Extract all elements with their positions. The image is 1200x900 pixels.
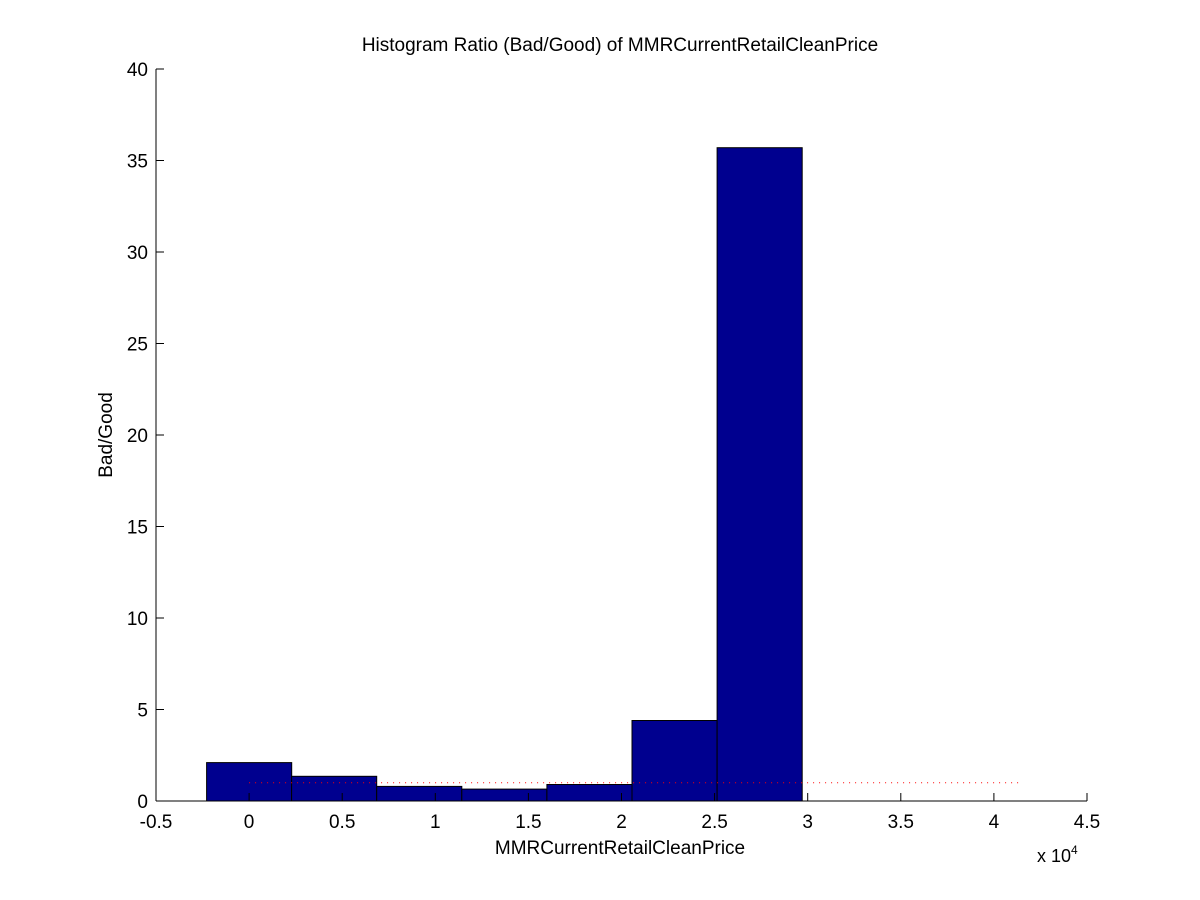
x-tick-label: 0 bbox=[244, 812, 255, 833]
x-ticks: -0.5 0 0.5 1 1.5 2 2.5 3 3.5 4 4.5 bbox=[140, 793, 1100, 833]
y-tick-label: 15 bbox=[127, 518, 148, 539]
y-axis-label: Bad/Good bbox=[96, 392, 117, 478]
x-tick-label: 3.5 bbox=[888, 812, 914, 833]
x-tick-label: 1.5 bbox=[515, 812, 541, 833]
histogram-bar-4 bbox=[461, 788, 548, 802]
y-tick-label: 10 bbox=[127, 609, 148, 630]
x-axis-label: MMRCurrentRetailCleanPrice bbox=[495, 838, 745, 859]
x-tick-label: -0.5 bbox=[140, 812, 173, 833]
histogram-bar-5 bbox=[546, 784, 633, 802]
x-tick-label: 1 bbox=[430, 812, 441, 833]
histogram-bar-7 bbox=[716, 147, 803, 802]
x-tick-label: 0.5 bbox=[329, 812, 355, 833]
x-tick-label: 4 bbox=[989, 812, 1000, 833]
y-tick-label: 35 bbox=[127, 152, 148, 173]
histogram-bar-2 bbox=[291, 775, 378, 802]
y-tick-label: 25 bbox=[127, 335, 148, 356]
y-tick-label: 40 bbox=[127, 60, 148, 81]
y-ticks: 0 5 10 15 20 25 30 35 40 bbox=[127, 60, 164, 813]
x-axis-multiplier-base: x 10 bbox=[1037, 846, 1071, 866]
x-tick-label: 2 bbox=[616, 812, 627, 833]
x-tick-label: 4.5 bbox=[1074, 812, 1100, 833]
chart-title: Histogram Ratio (Bad/Good) of MMRCurrent… bbox=[362, 35, 878, 56]
bars-layer bbox=[206, 147, 803, 802]
x-axis-multiplier-exponent: 4 bbox=[1071, 843, 1078, 857]
y-tick-label: 30 bbox=[127, 243, 148, 264]
axes-box bbox=[155, 69, 1087, 802]
y-tick-label: 0 bbox=[137, 792, 148, 813]
histogram-bar-3 bbox=[376, 785, 463, 802]
x-axis-multiplier: x 104 bbox=[1037, 843, 1078, 866]
y-tick-label: 20 bbox=[127, 426, 148, 447]
x-tick-label: 2.5 bbox=[701, 812, 727, 833]
x-tick-label: 3 bbox=[802, 812, 813, 833]
y-tick-label: 5 bbox=[137, 701, 148, 722]
histogram-bar-6 bbox=[631, 720, 718, 802]
